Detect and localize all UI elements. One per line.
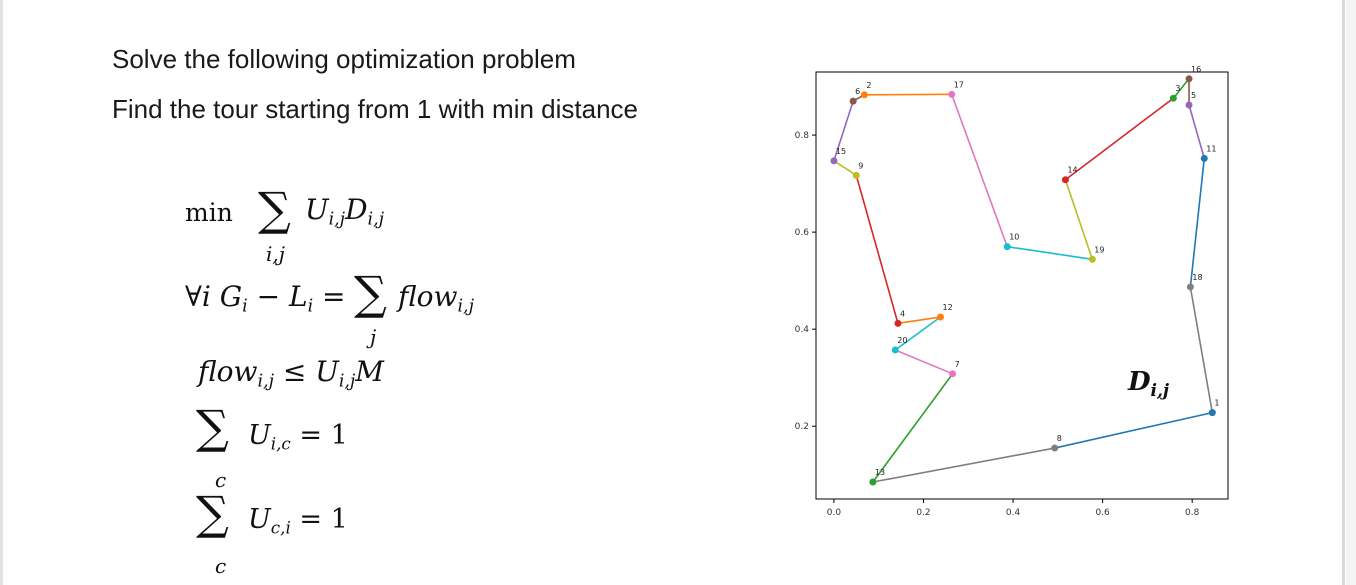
point-label: 11	[1206, 144, 1216, 153]
point-label: 14	[1067, 166, 1077, 175]
axes: 0.0 0.2 0.4 0.6 0.8 0.2 0.4 0.6 0.8	[795, 131, 1200, 518]
tour-point	[1185, 101, 1193, 109]
tour-point	[852, 171, 860, 179]
point-label: 10	[1009, 233, 1019, 242]
point-label: 12	[942, 303, 952, 312]
tour-edge	[894, 349, 953, 375]
y-tick-label: 0.4	[795, 325, 810, 335]
tour-edge	[894, 316, 941, 351]
sum-index: i,j	[266, 242, 285, 266]
x-tick-label: 0.2	[916, 508, 930, 518]
balance-rhs: flowi,j	[398, 280, 474, 317]
point-label: 19	[1094, 245, 1104, 254]
point-label: 18	[1192, 273, 1202, 282]
tour-point	[1088, 255, 1096, 263]
balance-lhs: ∀i Gi − Li =	[185, 280, 346, 317]
tour-edge	[855, 175, 899, 324]
tour-edge	[1189, 286, 1214, 413]
point-label: 7	[955, 360, 960, 369]
sum-index: j	[370, 325, 377, 349]
tour-point	[1186, 283, 1194, 291]
sum-index: c	[215, 468, 227, 492]
tour-point	[1169, 94, 1177, 102]
x-tick-label: 0.4	[1006, 508, 1021, 518]
tour-edge	[1064, 179, 1094, 260]
tour-edge	[1188, 104, 1206, 159]
problem-goal: Find the tour starting from 1 with min d…	[112, 94, 639, 124]
point-label: 20	[897, 336, 907, 345]
point-label: 16	[1191, 65, 1201, 74]
sum-index: c	[215, 554, 227, 578]
tour-point	[860, 91, 868, 99]
tour-edge	[1054, 411, 1213, 449]
tour-point	[936, 313, 944, 321]
tour-edge	[872, 373, 954, 483]
right-border	[1342, 0, 1345, 585]
tour-edge	[1064, 97, 1174, 181]
tour-point	[1061, 176, 1069, 184]
tour-edge	[1189, 158, 1206, 288]
tour-point	[949, 370, 957, 378]
sum-symbol: ∑	[258, 182, 291, 236]
tour-point	[948, 90, 956, 98]
plot-frame	[815, 71, 1229, 500]
tour-point	[1208, 409, 1216, 417]
point-label: 4	[900, 309, 905, 318]
y-tick-label: 0.6	[795, 228, 810, 238]
problem-statement: Solve the following optimization problem	[112, 44, 576, 74]
x-tick-label: 0.0	[827, 508, 842, 518]
point-label: 8	[1057, 434, 1062, 443]
tour-point	[849, 97, 857, 105]
point-label: 1	[1214, 399, 1219, 408]
point-label: 5	[1191, 91, 1196, 100]
sum-symbol: ∑	[196, 486, 229, 540]
tour-edge	[950, 94, 1008, 247]
tour-point	[891, 346, 899, 354]
tour-edge	[897, 316, 941, 325]
distance-annotation: Di,j	[1127, 367, 1170, 401]
tour-point	[1003, 243, 1011, 251]
point-label: 9	[858, 161, 863, 170]
point-label: 13	[875, 468, 885, 477]
in-degree-formula: Uc,i = 1	[248, 504, 348, 538]
point-label: 2	[866, 81, 871, 90]
tour-edge	[1172, 78, 1190, 99]
sum-symbol: ∑	[196, 400, 229, 454]
point-label: 3	[1175, 84, 1180, 93]
objective-terms: Ui,jDi,j	[305, 193, 384, 230]
tour-point	[1185, 75, 1193, 83]
tour-edge	[1007, 245, 1093, 261]
capacity-formula: flowi,j ≤ Ui,jM	[198, 355, 384, 392]
out-degree-formula: Ui,c = 1	[248, 420, 348, 454]
point-label: 15	[836, 147, 846, 156]
right-margin	[1346, 0, 1356, 585]
tour-points	[830, 75, 1216, 486]
y-tick-label: 0.8	[795, 131, 810, 141]
point-label: 6	[855, 87, 860, 96]
tour-point	[1051, 444, 1059, 452]
x-tick-label: 0.8	[1185, 508, 1200, 518]
tour-point	[830, 157, 838, 165]
sum-symbol: ∑	[354, 266, 387, 320]
left-border	[0, 0, 3, 585]
point-label: 17	[954, 80, 964, 89]
tour-edge	[872, 447, 1055, 483]
tour-point	[894, 319, 902, 327]
x-tick-label: 0.6	[1095, 508, 1110, 518]
y-tick-label: 0.2	[795, 422, 809, 432]
min-operator: min	[185, 198, 233, 227]
distance-annotation-subscript: i,j	[1151, 381, 1170, 401]
tour-point	[1200, 154, 1208, 162]
tour-edge	[833, 100, 854, 162]
tour-point	[869, 478, 877, 486]
tour-edge	[833, 160, 857, 177]
